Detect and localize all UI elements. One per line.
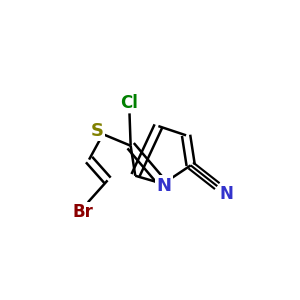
- Text: N: N: [220, 184, 233, 202]
- Text: Br: Br: [72, 203, 93, 221]
- Text: Cl: Cl: [120, 94, 138, 112]
- Text: N: N: [157, 177, 172, 195]
- Text: S: S: [91, 122, 104, 140]
